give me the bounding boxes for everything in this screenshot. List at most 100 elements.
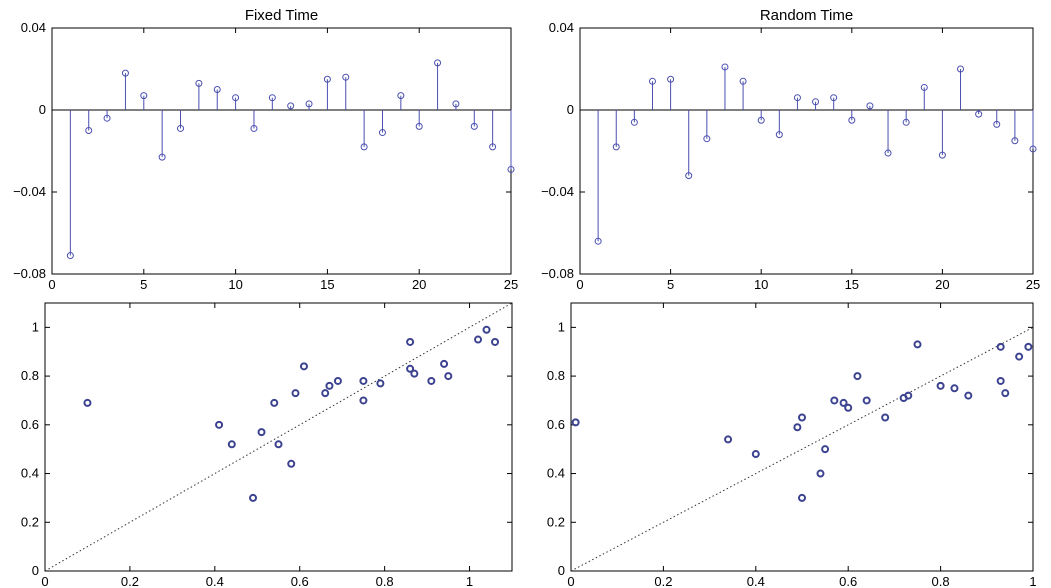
fixed-stem-stem-marker [342, 73, 350, 81]
fixed-stem-ytick-label: 0.04 [21, 20, 46, 35]
random-stem-stem-marker [975, 110, 983, 118]
random-scatter-point [751, 450, 760, 459]
random-scatter-point [724, 435, 733, 444]
random-stem-xtick-label: 20 [935, 277, 949, 292]
fixed-stem-stem-marker [66, 252, 74, 260]
random-stem-stem-marker [648, 77, 656, 85]
fixed-scatter-point [291, 389, 300, 398]
random-scatter-point [862, 396, 871, 405]
fixed-stem-stem-marker [195, 79, 203, 87]
fixed-scatter-point [299, 362, 308, 371]
random-scatter-ytick-label: 0.6 [547, 417, 565, 432]
fixed-stem-stem-marker [121, 69, 129, 77]
fixed-scatter-point [359, 376, 368, 385]
fixed-stem-stem-marker [470, 122, 478, 130]
fixed-stem-xtick-label: 20 [412, 277, 426, 292]
fixed-stem-panel: Fixed Time 0 5 10 15 20 25 0.04 0 −0.04 −0.08 [13, 7, 518, 292]
fixed-stem-stem-marker [103, 114, 111, 122]
random-scatter-identity-line [570, 326, 1034, 572]
fixed-stem-ytick-label: 0 [39, 102, 46, 117]
fixed-scatter-point [491, 337, 500, 346]
fixed-stem-stem-marker [85, 127, 93, 134]
fixed-scatter-point [444, 372, 453, 381]
random-stem-stem-marker [938, 151, 946, 159]
fixed-scatter-ytick-label: 0.6 [21, 417, 39, 432]
fixed-stem-stem-marker [415, 122, 423, 130]
fixed-stem-stem-marker [323, 75, 331, 83]
fixed-stem-stem-marker [360, 143, 368, 151]
random-stem-ytick-label: 0.04 [549, 20, 574, 35]
random-stem-panel: Random Time 0 5 10 15 20 25 0.04 0 −0.04 −0.08 [541, 7, 1040, 292]
random-stem-stem-marker [775, 131, 783, 139]
fixed-stem-stem-marker [140, 92, 148, 100]
fixed-stem-ytick-label: −0.08 [13, 266, 46, 281]
random-scatter-ytick-label: 0 [558, 563, 565, 578]
random-stem-stem-marker [866, 102, 874, 110]
random-stem-xtick-label: 25 [1026, 277, 1040, 292]
random-scatter-point [793, 423, 802, 432]
random-stem-xtick-label: 5 [667, 277, 674, 292]
random-stem-stem-marker [685, 172, 693, 180]
fixed-scatter-point [257, 428, 266, 437]
fixed-stem-axes-frame [51, 27, 512, 275]
random-stem-stem-marker [812, 98, 820, 106]
fixed-stem-stem-marker [158, 153, 166, 161]
random-scatter-point [830, 396, 839, 405]
fixed-scatter-point [325, 381, 334, 390]
random-scatter-xtick-label: 0.6 [839, 574, 857, 588]
random-scatter-point [964, 391, 973, 400]
fixed-stem-xtick-label: 25 [504, 277, 518, 292]
fixed-scatter-panel: 0 0.2 0.4 0.6 0.8 1 0 0.2 0.4 0.6 0.8 1 [21, 302, 513, 588]
random-stem-stem-marker [739, 77, 747, 85]
fixed-stem-stem-marker [213, 86, 221, 93]
fixed-stem-stem-marker [489, 143, 497, 151]
random-stem-stem-marker [993, 120, 1001, 128]
random-stem-stem-marker [1011, 137, 1019, 145]
fixed-scatter-point [406, 337, 415, 346]
fixed-scatter-point [287, 459, 296, 468]
fixed-scatter-xtick-label: 0.4 [206, 574, 224, 588]
random-scatter-axes-frame [570, 302, 1034, 572]
fixed-stem-stem-marker [397, 92, 405, 100]
random-scatter-point [798, 493, 806, 502]
fixed-scatter-point [482, 325, 491, 334]
fixed-scatter-xtick-label: 0.6 [291, 574, 309, 588]
random-stem-xtick-label: 10 [754, 277, 768, 292]
fixed-scatter-point [440, 359, 449, 368]
random-stem-stem-marker [703, 135, 711, 143]
random-scatter-xtick-label: 0.8 [932, 574, 950, 588]
random-stem-stem-marker [957, 65, 965, 73]
random-scatter-xtick-label: 1 [1029, 574, 1036, 588]
fixed-stem-ytick-label: −0.04 [13, 184, 46, 199]
fixed-scatter-point [274, 440, 283, 449]
random-scatter-point [1001, 389, 1010, 398]
random-scatter-xtick-label: 0.4 [747, 574, 765, 588]
fixed-scatter-point [333, 376, 342, 385]
random-scatter-panel: 0 0.2 0.4 0.6 0.8 1 0 0.2 0.4 0.6 0.8 1 [547, 302, 1037, 588]
random-stem-stem-marker [612, 143, 620, 151]
random-stem-stem-marker [667, 75, 675, 83]
random-scatter-point [913, 340, 922, 349]
fixed-scatter-point [376, 379, 385, 388]
fixed-stem-stem-marker [378, 129, 386, 137]
fixed-scatter-point [321, 389, 330, 398]
fixed-stem-xtick-label: 0 [48, 277, 55, 292]
fixed-scatter-point [474, 335, 483, 344]
random-scatter-point [881, 413, 890, 422]
fixed-scatter-ytick-label: 0.8 [21, 368, 39, 383]
fixed-scatter-xtick-label: 0.2 [121, 574, 139, 588]
random-scatter-point [996, 376, 1005, 385]
random-scatter-point [853, 372, 862, 381]
random-stem-stem-marker [594, 237, 602, 245]
random-stem-title: Random Time [760, 7, 853, 24]
random-stem-stem-marker [902, 118, 910, 126]
fixed-scatter-point [83, 398, 92, 407]
random-stem-stem-marker [920, 83, 928, 91]
random-scatter-point [904, 391, 913, 400]
random-stem-xtick-label: 15 [845, 277, 859, 292]
fixed-scatter-ytick-label: 0 [32, 563, 39, 578]
fixed-stem-stem-marker [250, 124, 258, 132]
random-scatter-xtick-label: 0.2 [654, 574, 672, 588]
fixed-scatter-point [406, 364, 415, 373]
